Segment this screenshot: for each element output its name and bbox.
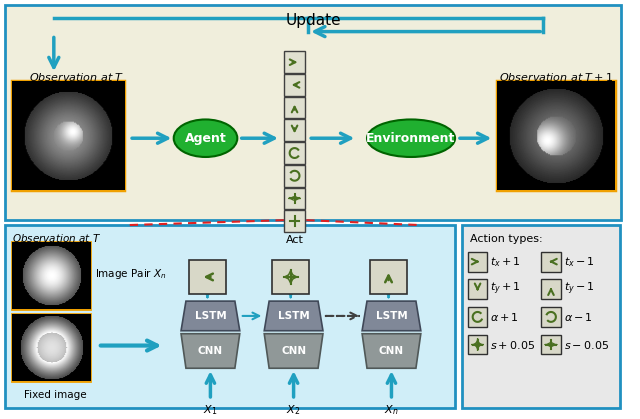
FancyBboxPatch shape: [12, 314, 90, 381]
Text: Observation at $T$: Observation at $T$: [29, 71, 125, 83]
Text: $X_n$: $X_n$: [384, 403, 399, 416]
FancyBboxPatch shape: [12, 81, 124, 189]
Text: $t_y-1$: $t_y-1$: [564, 281, 595, 297]
FancyBboxPatch shape: [284, 142, 305, 164]
Polygon shape: [264, 301, 323, 331]
FancyBboxPatch shape: [541, 279, 561, 299]
FancyBboxPatch shape: [284, 210, 305, 232]
Text: LSTM: LSTM: [278, 311, 310, 321]
FancyBboxPatch shape: [468, 252, 488, 272]
FancyBboxPatch shape: [5, 5, 621, 220]
Text: Environment: Environment: [366, 132, 456, 145]
Text: CNN: CNN: [379, 346, 404, 356]
FancyBboxPatch shape: [284, 52, 305, 73]
Text: Image Pair $X_n$: Image Pair $X_n$: [95, 267, 166, 282]
Text: $\alpha-1$: $\alpha-1$: [564, 311, 593, 323]
Text: Observation at $T$: Observation at $T$: [12, 232, 101, 244]
FancyBboxPatch shape: [462, 225, 620, 408]
FancyBboxPatch shape: [370, 260, 407, 294]
Polygon shape: [264, 334, 323, 368]
FancyBboxPatch shape: [541, 335, 561, 354]
FancyBboxPatch shape: [12, 242, 90, 309]
Text: Update: Update: [285, 13, 341, 28]
Polygon shape: [181, 301, 240, 331]
Text: $X_2$: $X_2$: [287, 403, 301, 416]
Polygon shape: [362, 301, 421, 331]
FancyBboxPatch shape: [284, 97, 305, 119]
Ellipse shape: [173, 119, 237, 157]
FancyBboxPatch shape: [189, 260, 226, 294]
Text: $s+0.05$: $s+0.05$: [490, 339, 536, 351]
Text: $t_x-1$: $t_x-1$: [564, 255, 595, 269]
FancyBboxPatch shape: [284, 74, 305, 96]
FancyBboxPatch shape: [284, 188, 305, 210]
FancyBboxPatch shape: [541, 307, 561, 327]
FancyBboxPatch shape: [284, 165, 305, 186]
Text: Fixed image: Fixed image: [24, 390, 87, 400]
Polygon shape: [181, 334, 240, 368]
Ellipse shape: [367, 119, 455, 157]
FancyBboxPatch shape: [497, 81, 614, 189]
Text: LSTM: LSTM: [376, 311, 407, 321]
Text: $t_x+1$: $t_x+1$: [490, 255, 521, 269]
FancyBboxPatch shape: [284, 119, 305, 141]
FancyBboxPatch shape: [468, 335, 488, 354]
Text: $s-0.05$: $s-0.05$: [564, 339, 609, 351]
Text: Observation at $T+1$: Observation at $T+1$: [499, 71, 614, 83]
FancyBboxPatch shape: [468, 279, 488, 299]
Text: $X_1$: $X_1$: [204, 403, 218, 416]
Text: CNN: CNN: [281, 346, 306, 356]
Polygon shape: [362, 334, 421, 368]
Text: CNN: CNN: [198, 346, 223, 356]
Text: LSTM: LSTM: [195, 311, 227, 321]
Text: Act: Act: [285, 235, 303, 245]
FancyBboxPatch shape: [272, 260, 309, 294]
Text: $t_y+1$: $t_y+1$: [490, 281, 521, 297]
Text: Agent: Agent: [185, 132, 227, 145]
Text: Action types:: Action types:: [470, 234, 542, 244]
Text: $\alpha+1$: $\alpha+1$: [490, 311, 519, 323]
FancyBboxPatch shape: [541, 252, 561, 272]
FancyBboxPatch shape: [468, 307, 488, 327]
FancyBboxPatch shape: [5, 225, 455, 408]
